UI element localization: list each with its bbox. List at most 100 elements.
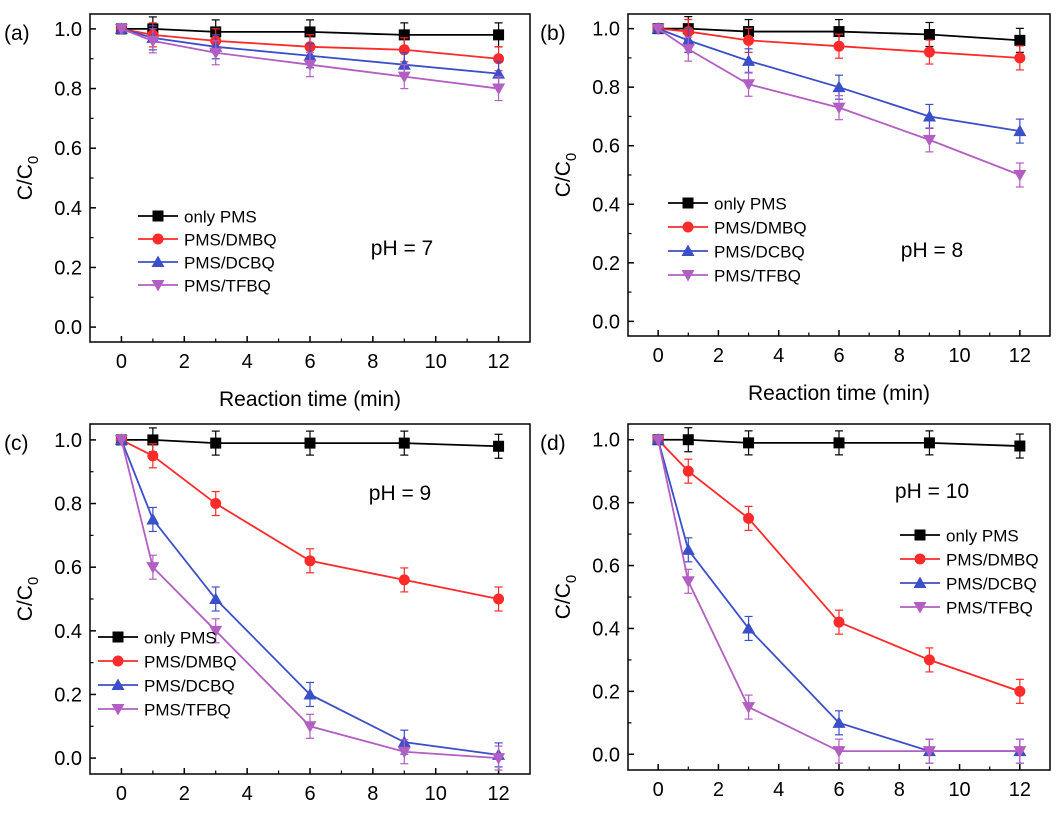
data-point xyxy=(303,59,317,72)
legend-label: only PMS xyxy=(714,195,787,214)
y-tick-label: 0.4 xyxy=(54,198,82,220)
y-tick-label: 0.6 xyxy=(54,557,82,579)
panel-label: (c) xyxy=(4,432,29,455)
legend-marker xyxy=(151,280,165,292)
data-point xyxy=(146,512,160,525)
data-point xyxy=(742,621,756,634)
legend-label: PMS/TFBQ xyxy=(946,599,1033,618)
data-point xyxy=(492,83,506,96)
legend-label: PMS/DCBQ xyxy=(714,243,805,262)
series-line xyxy=(121,28,499,90)
y-tick-label: 0.4 xyxy=(592,194,620,216)
y-axis-label-main: C/C xyxy=(14,164,37,200)
y-axis-label: C/C0 xyxy=(14,577,42,622)
data-point xyxy=(304,437,316,449)
x-tick-label: 10 xyxy=(948,345,970,367)
ph-annotation: pH = 7 xyxy=(371,237,433,260)
legend-marker xyxy=(914,529,926,541)
data-point xyxy=(397,58,411,70)
data-point xyxy=(742,54,756,66)
y-tick-label: 1.0 xyxy=(592,430,620,452)
data-point xyxy=(651,23,665,36)
x-tick-label: 8 xyxy=(367,783,378,805)
series-line xyxy=(657,27,1021,132)
panel-label: (a) xyxy=(4,22,30,45)
data-point xyxy=(146,562,160,574)
series-pms-tfbq xyxy=(651,23,1027,188)
data-point xyxy=(681,44,695,56)
data-point xyxy=(832,80,846,93)
series-line xyxy=(120,439,499,759)
y-tick-label: 0.2 xyxy=(592,253,620,275)
panel-label: (d) xyxy=(540,432,566,455)
panel-b: 0 2 4 6 8 10 12 0.0 0.2 0.4 0.6 0.8 1.0 Reaction time… xyxy=(540,13,1051,405)
data-point xyxy=(493,29,505,41)
y-tick-label: 0.2 xyxy=(54,257,82,279)
x-tick-label: 0 xyxy=(653,345,664,367)
data-point xyxy=(922,109,936,122)
x-tick-label: 12 xyxy=(487,783,509,805)
data-point xyxy=(114,23,128,36)
legend-marker xyxy=(152,210,164,222)
x-axis-label: Reaction time (min) xyxy=(219,388,401,411)
legend-label: PMS/TFBQ xyxy=(184,277,271,296)
y-axis-label-sub: 0 xyxy=(25,577,42,585)
legend-marker xyxy=(681,244,695,256)
y-axis-label-main: C/C xyxy=(552,161,575,197)
y-tick-label: 1.0 xyxy=(54,430,82,452)
series-pms-dmbq xyxy=(652,434,1026,704)
x-tick-label: 8 xyxy=(367,351,378,373)
x-tick-label: 4 xyxy=(773,779,784,801)
data-point xyxy=(682,465,694,477)
data-point xyxy=(1014,440,1026,452)
data-point xyxy=(1014,34,1026,46)
x-tick-label: 6 xyxy=(304,783,315,805)
legend-marker xyxy=(111,678,125,690)
legend-marker xyxy=(152,233,164,245)
data-point xyxy=(922,746,936,758)
data-point xyxy=(492,67,506,79)
y-axis-label-main: C/C xyxy=(552,583,575,619)
y-tick-label: 0.6 xyxy=(592,556,620,578)
legend-marker xyxy=(913,602,927,614)
legend: only PMS PMS/DMBQ PMS/DCBQ PMS/TFBQ xyxy=(98,629,237,720)
y-tick-label: 0.6 xyxy=(592,136,620,158)
data-point xyxy=(742,702,756,714)
data-point xyxy=(832,746,846,758)
series-line xyxy=(657,439,1021,693)
data-point xyxy=(833,40,845,52)
data-point xyxy=(147,450,159,462)
data-point xyxy=(493,440,505,452)
series-pms-tfbq xyxy=(114,434,506,771)
ph-annotation: pH = 9 xyxy=(369,482,431,505)
ph-annotation: pH = 8 xyxy=(901,239,963,262)
legend: only PMS PMS/DMBQ PMS/DCBQ PMS/TFBQ xyxy=(138,208,277,296)
data-point xyxy=(492,753,506,765)
legend: only PMS PMS/DMBQ PMS/DCBQ PMS/TFBQ xyxy=(900,527,1039,618)
data-point xyxy=(651,434,665,447)
x-axis-label: Reaction time (min) xyxy=(748,382,930,405)
data-point xyxy=(209,592,223,604)
series-only-pms xyxy=(652,427,1026,459)
legend-marker xyxy=(112,655,124,667)
y-axis-label: C/C0 xyxy=(552,575,580,620)
x-tick-label: 2 xyxy=(713,345,724,367)
data-point xyxy=(210,498,222,510)
y-tick-label: 0.0 xyxy=(54,748,82,770)
x-tick-label: 4 xyxy=(242,783,253,805)
data-point xyxy=(114,434,128,447)
data-point xyxy=(1013,170,1027,182)
y-tick-label: 0.0 xyxy=(54,317,82,339)
y-tick-label: 0.8 xyxy=(592,493,620,515)
data-point xyxy=(146,35,160,48)
legend-label: PMS/TFBQ xyxy=(714,267,801,286)
y-tick-label: 0.6 xyxy=(54,138,82,160)
legend: only PMS PMS/DMBQ PMS/DCBQ PMS/TFBQ xyxy=(668,195,807,286)
legend-marker xyxy=(112,631,124,643)
x-tick-label: 8 xyxy=(894,345,905,367)
x-tick-label: 2 xyxy=(179,783,190,805)
x-tick-label: 0 xyxy=(116,351,127,373)
series-pms-tfbq xyxy=(114,23,506,102)
data-point xyxy=(1013,124,1027,137)
